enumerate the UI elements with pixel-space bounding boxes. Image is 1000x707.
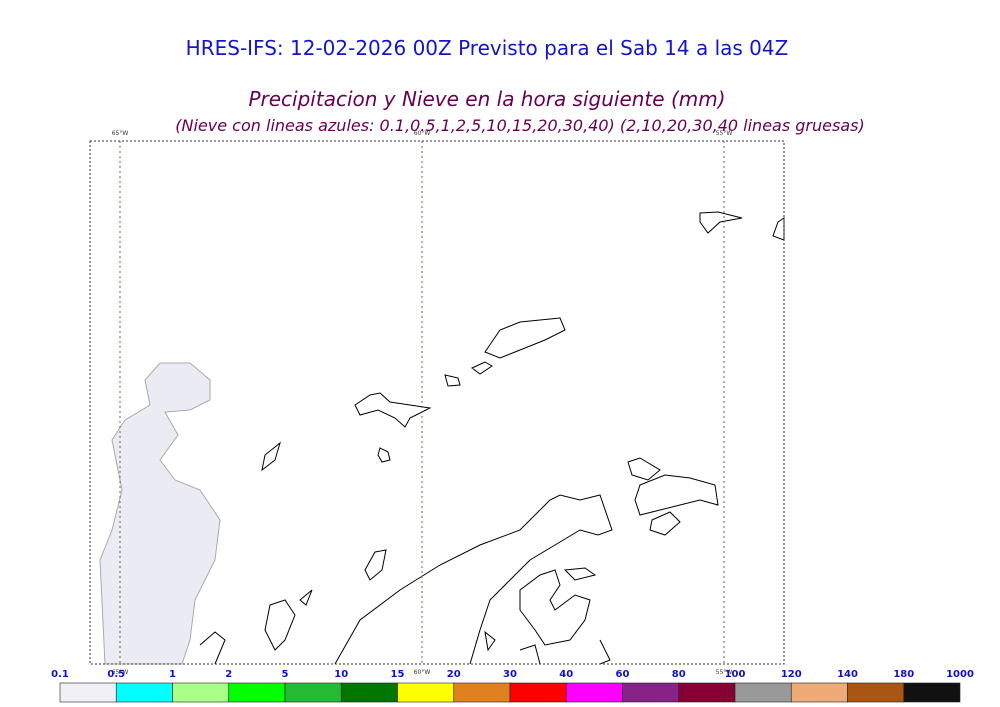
meridian-label: 65°W — [112, 130, 129, 137]
colorbar-label: 1000 — [946, 669, 974, 680]
colorbar-label: 30 — [503, 669, 517, 680]
color-box — [284, 682, 342, 703]
color-box — [678, 682, 736, 703]
meridian-label: 55°W — [716, 130, 733, 137]
colorbar-label: 20 — [447, 669, 461, 680]
colorbar: 0.1 0.5 1 2 5 10 15 20 30 40 60 80 100 120 140 180 1000 — [51, 669, 974, 703]
colorbar-label: 2 — [225, 669, 232, 680]
colorbar-label: 80 — [672, 669, 686, 680]
colorbar-label: 5 — [282, 669, 289, 680]
map-frame — [89, 140, 785, 665]
meridian-label: 60°W — [414, 669, 431, 676]
colorbar-label: 15 — [391, 669, 405, 680]
color-box — [847, 682, 905, 703]
color-box — [565, 682, 623, 703]
color-box — [790, 682, 848, 703]
color-box — [453, 682, 511, 703]
colorbar-label: 10 — [334, 669, 348, 680]
map — [89, 140, 785, 665]
color-box — [622, 682, 680, 703]
color-box — [340, 682, 398, 703]
colorbar-label: 140 — [837, 669, 858, 680]
meridian-label: 60°W — [414, 130, 431, 137]
colorbar-label: 1 — [169, 669, 176, 680]
color-box — [59, 682, 117, 703]
note: (Nieve con lineas azules: 0.1,0.5,1,2,5,… — [175, 116, 864, 135]
colorbar-label: 180 — [893, 669, 914, 680]
colorbar-label: 0.1 — [51, 669, 69, 680]
colorbar-label: 120 — [781, 669, 802, 680]
meridian-label: 65°W — [112, 669, 129, 676]
color-box — [228, 682, 286, 703]
colorbar-label: 40 — [559, 669, 573, 680]
colorbar-label: 100 — [725, 669, 746, 680]
colorbar-label: 60 — [616, 669, 630, 680]
color-box — [115, 682, 173, 703]
meridian-label: 55°W — [716, 669, 733, 676]
color-box — [734, 682, 792, 703]
color-box — [172, 682, 230, 703]
color-box — [509, 682, 567, 703]
color-box — [397, 682, 455, 703]
meridians: 65°W 65°W 60°W 60°W 55°W 55°W — [112, 130, 733, 676]
title: HRES-IFS: 12-02-2026 00Z Previsto para e… — [186, 36, 789, 60]
color-box — [903, 682, 961, 703]
colorbar-label: 0.5 — [107, 669, 125, 680]
precip-area — [99, 362, 221, 665]
subtitle: Precipitacion y Nieve en la hora siguien… — [248, 87, 725, 111]
